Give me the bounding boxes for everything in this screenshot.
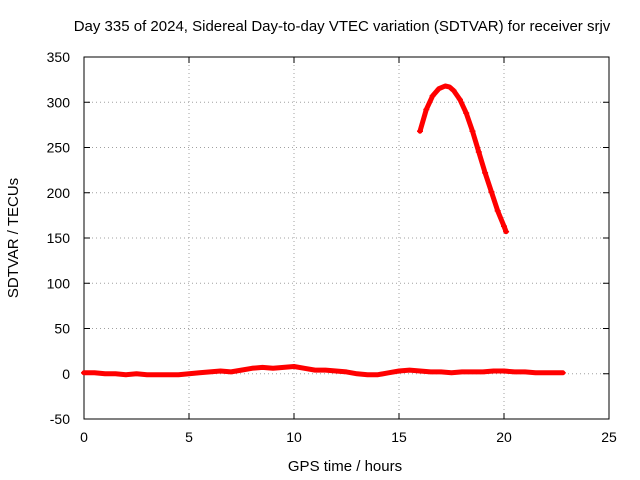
chart-title: Day 335 of 2024, Sidereal Day-to-day VTE…: [74, 18, 611, 35]
x-tick-label: 0: [80, 429, 88, 445]
x-tick-label: 10: [286, 429, 302, 445]
data-series: [81, 83, 566, 378]
y-tick-label: 200: [47, 185, 71, 201]
y-tick-label: 350: [47, 49, 71, 65]
x-tick-label: 25: [601, 429, 617, 445]
plot-frame: [83, 56, 610, 420]
y-tick-label: 250: [47, 140, 71, 156]
series-line-peak: [417, 83, 509, 235]
grid-lines: [84, 57, 609, 419]
x-tick-label: 20: [496, 429, 512, 445]
y-tick-label: -50: [50, 411, 70, 427]
y-axis-label: SDTVAR / TECUs: [5, 178, 22, 298]
x-axis-label: GPS time / hours: [288, 458, 402, 475]
y-tick-label: 300: [47, 94, 71, 110]
y-tick-label: 0: [62, 366, 70, 382]
y-tick-label: 50: [54, 321, 70, 337]
x-tick-label: 5: [185, 429, 193, 445]
x-tick-label: 15: [391, 429, 407, 445]
y-tick-label: 100: [47, 275, 71, 291]
axis-ticks: 0 5 10 15 20 25 -50 0 50 100 150 200 250 300 350: [47, 49, 617, 445]
y-tick-label: 150: [47, 230, 71, 246]
